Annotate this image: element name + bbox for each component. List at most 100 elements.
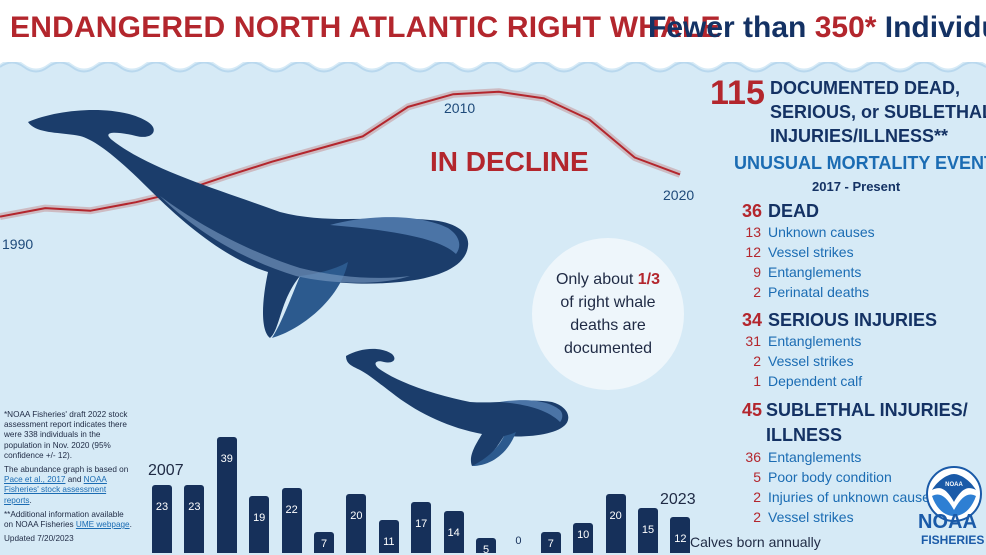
sublethal-count: 45: [741, 400, 762, 420]
footnote-abundance: The abundance graph is based on Pace et …: [4, 465, 129, 505]
sublethal-item-label: Injuries of unknown cause: [768, 489, 930, 505]
bubble-line-2: of right whale: [560, 294, 656, 311]
calves-bar: [314, 532, 334, 553]
large-right-whale-illustration: [28, 109, 469, 338]
trend-line: [0, 90, 681, 218]
noaa-badge-text: NOAA: [945, 482, 963, 488]
main-title: ENDANGERED NORTH ATLANTIC RIGHT WHALE: [10, 11, 721, 44]
serious-item-count: 31: [745, 333, 761, 349]
ume-title: UNUSUAL MORTALITY EVENT: [734, 153, 986, 173]
noaa-fisheries-wordmark: FISHERIES: [921, 533, 985, 547]
serious-item-label: Vessel strikes: [768, 353, 854, 369]
sublethal-item-count: 5: [753, 469, 761, 485]
calves-bar-value: 12: [674, 533, 687, 546]
calves-bar-value: 22: [285, 503, 298, 516]
stock-assessment-link[interactable]: NOAA Fisheries' stock assessment reports: [4, 475, 107, 505]
updated-date: Updated 7/20/2023: [4, 534, 74, 544]
population-number: 350*: [814, 11, 877, 44]
calves-bar: [249, 496, 270, 553]
population-suffix: Individuals: [884, 11, 986, 44]
year-2010-label: 2010: [444, 100, 476, 116]
serious-count: 34: [741, 310, 762, 330]
calves-bar: [216, 437, 237, 553]
calves-bar-value: 17: [415, 518, 428, 531]
in-decline-label: IN DECLINE: [430, 146, 589, 177]
calves-bar: [411, 502, 432, 553]
serious-item-label: Entanglements: [768, 333, 862, 349]
calves-bar-value: 23: [155, 500, 169, 513]
sublethal-item-count: 2: [753, 509, 761, 525]
bar-end-year: 2023: [660, 491, 696, 508]
dead-item-label: Perinatal deaths: [768, 284, 870, 300]
calves-bar-value: 39: [220, 453, 233, 465]
calves-bar: [184, 484, 205, 553]
calves-bar: [540, 532, 561, 553]
calves-bar: [670, 517, 691, 553]
dead-item-count: 12: [745, 244, 761, 260]
dead-item-count: 9: [753, 264, 761, 280]
calves-bar-value: 7: [547, 538, 554, 551]
calves-bar-value: 19: [253, 512, 266, 525]
bubble-line-3: deaths are: [570, 317, 646, 334]
bubble-line-1: Only about 1/3: [555, 271, 661, 288]
year-1990-label: 1990: [2, 236, 34, 252]
dead-item-count: 13: [745, 224, 761, 240]
small-right-whale-illustration: [346, 348, 569, 466]
calves-bar: [605, 493, 626, 553]
bubble-text: Only about 1/3 of right whale deaths are…: [532, 268, 684, 360]
calves-bar-value: 15: [641, 524, 655, 537]
calves-bar: [443, 511, 464, 553]
population-prefix: Fewer than: [648, 11, 815, 44]
dead-item-label: Vessel strikes: [768, 244, 854, 260]
footnotes: *NOAA Fisheries' draft 2022 stock assess…: [4, 410, 132, 548]
population-headline: Fewer than 350* Individuals: [648, 11, 986, 45]
sublethal-item-label: Poor body condition: [768, 469, 892, 485]
pace-link[interactable]: Pace et al., 2017: [4, 475, 66, 485]
calves-bar: [152, 484, 172, 553]
calves-caption: Calves born annually: [690, 534, 821, 550]
calves-bar: [378, 520, 399, 553]
calves-bar: [346, 493, 367, 553]
sublethal-label-line2: ILLNESS: [766, 425, 843, 445]
calves-bar-value: 5: [482, 544, 490, 555]
bubble-fraction: 1/3: [637, 271, 661, 288]
bubble-line-4: documented: [563, 340, 653, 357]
calves-bar: [573, 523, 594, 553]
bar-start-year: 2007: [148, 462, 184, 479]
calves-bar-value: 11: [383, 536, 395, 549]
noaa-logo-icon[interactable]: NOAA: [926, 466, 982, 522]
sublethal-item-count: 2: [753, 489, 761, 505]
dead-item-count: 2: [753, 284, 761, 300]
sublethal-item-count: 36: [745, 449, 761, 465]
dead-count: 36: [741, 201, 762, 221]
ume-webpage-link[interactable]: UME webpage: [75, 520, 130, 530]
calves-bar-value: 14: [447, 527, 460, 540]
dead-label: DEAD: [768, 201, 820, 221]
sublethal-item-label: Vessel strikes: [768, 509, 854, 525]
calves-bar-value: 23: [188, 500, 201, 513]
footnote-ume: **Additional information available on NO…: [4, 509, 132, 530]
year-2020-label: 2020: [663, 187, 695, 203]
calves-bar: [281, 487, 302, 553]
dead-item-label: Unknown causes: [768, 224, 875, 240]
sublethal-label-line1: SUBLETHAL INJURIES/: [766, 400, 968, 420]
serious-item-count: 1: [753, 373, 761, 389]
total-count: 115: [710, 74, 765, 112]
documentation-bubble: Only about 1/3 of right whale deaths are…: [532, 238, 684, 390]
header: ENDANGERED NORTH ATLANTIC RIGHT WHALE Fe…: [0, 0, 986, 62]
calves-bar-value: 0: [515, 535, 522, 547]
serious-item-count: 2: [753, 353, 761, 369]
population-trend-chart: [0, 88, 682, 221]
total-description: DOCUMENTED DEAD, SERIOUS, or SUBLETHAL I…: [770, 78, 986, 146]
calves-bar: [638, 508, 658, 553]
calves-bar-value: 20: [350, 509, 363, 522]
calves-bar: [476, 538, 496, 553]
footnote-population: *NOAA Fisheries' draft 2022 stock assess…: [4, 410, 128, 460]
ume-period: 2017 - Present: [812, 179, 901, 194]
calves-bar-value: 10: [577, 529, 590, 542]
calves-bar-value: 7: [320, 538, 328, 551]
serious-label: SERIOUS INJURIES: [768, 310, 938, 330]
noaa-wordmark: NOAA: [918, 511, 977, 533]
calves-bar-value: 20: [609, 509, 622, 522]
